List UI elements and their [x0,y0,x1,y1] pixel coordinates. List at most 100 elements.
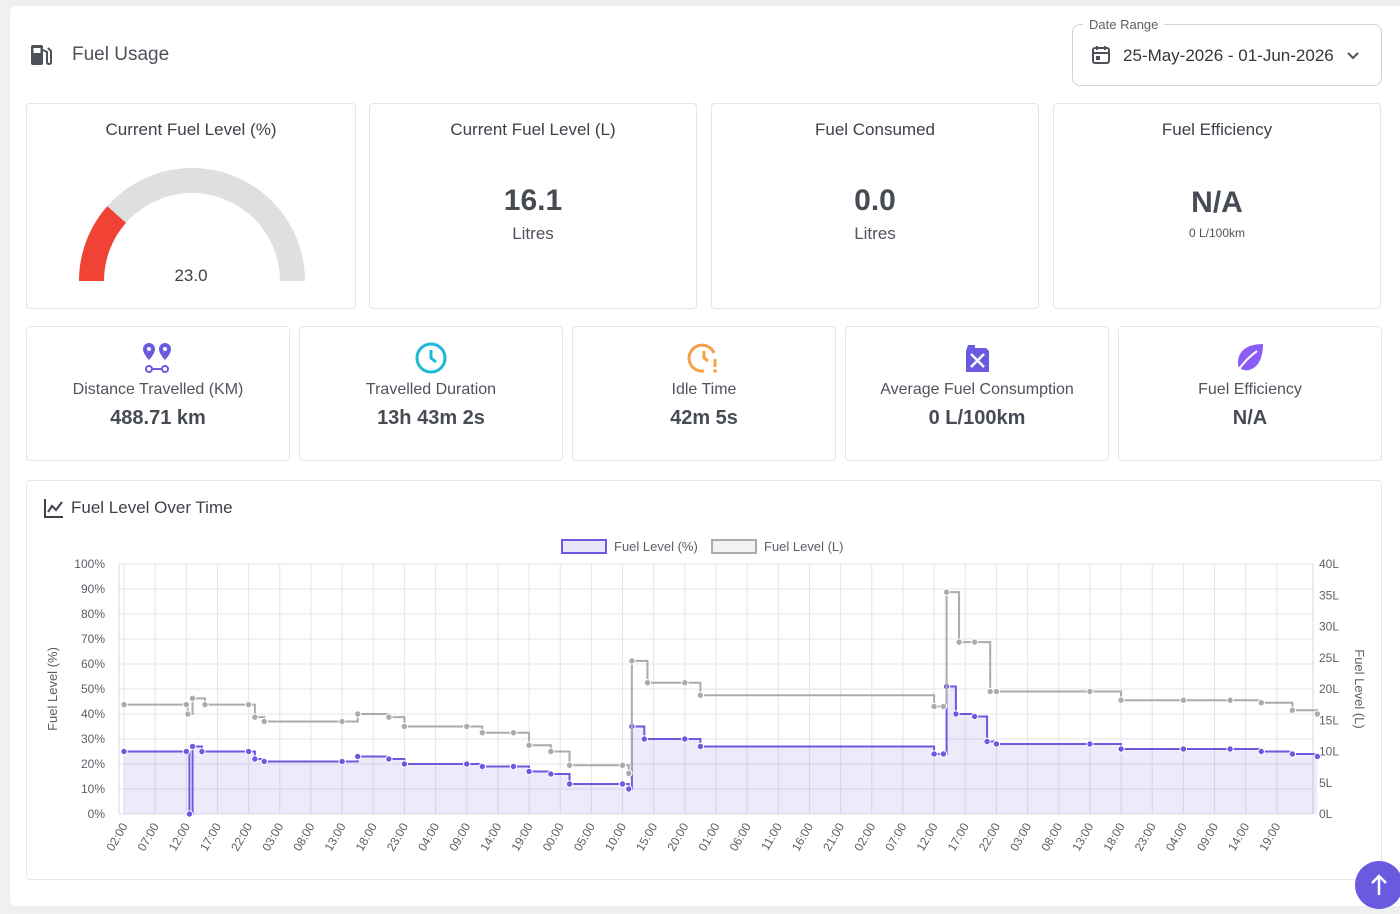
point-fuel-pct [952,710,960,718]
x-tick-label: 01:00 [695,820,722,853]
point-fuel-pct [244,747,253,756]
fuel-efficiency-card: Fuel Efficiency N/A 0 L/100km [1053,103,1381,309]
y-left-tick-label: 60% [81,657,105,671]
point-fuel-pct [970,712,979,721]
x-tick-label: 23:00 [384,820,411,853]
chevron-down-icon[interactable] [1345,47,1361,63]
point-fuel-litres [986,687,994,696]
date-range-value: 25-May-2026 - 01-Jun-2026 [1123,46,1334,65]
stat-travelled-duration: Travelled Duration 13h 43m 2s [299,326,563,461]
x-tick-label: 09:00 [1194,820,1221,853]
date-range-label: Date Range [1083,17,1165,32]
point-fuel-litres [565,761,574,769]
fuel-usage-panel: Fuel Usage Date Range 25-May-2026 - 01-J… [10,6,1400,909]
page-title: Fuel Usage [72,44,170,65]
point-fuel-litres [400,722,409,731]
point-fuel-litres [1288,706,1297,714]
fuel-level-chart-card: Fuel Level Over Time 0% 10% 20% 30% 40% 50% 60… [26,480,1382,880]
card-unit: Litres [512,224,554,243]
point-fuel-pct [509,762,518,771]
x-tick-label: 04:00 [415,820,442,853]
calendar-icon [1092,46,1110,64]
stat-value: 0 L/100km [928,407,1026,429]
y-left-tick-label: 30% [81,732,105,746]
x-tick-label: 07:00 [135,820,162,853]
stat-label: Average Fuel Consumption [880,381,1074,398]
x-tick-label: 11:00 [758,820,785,853]
point-fuel-pct [260,757,268,766]
x-tick-label: 08:00 [1038,820,1065,853]
point-fuel-litres [930,702,938,711]
point-fuel-pct [188,742,197,751]
point-fuel-pct [338,757,346,766]
point-fuel-pct [1257,747,1265,756]
point-fuel-pct [640,735,649,743]
point-fuel-pct [120,747,128,756]
point-fuel-pct [353,752,362,761]
x-tick-label: 02:00 [103,820,130,853]
point-fuel-pct [992,740,1001,748]
stat-idle-time: Idle Time 42m 5s [572,326,836,461]
x-tick-label: 02:00 [851,820,878,853]
y-left-tick-label: 80% [81,607,105,621]
stat-label: Travelled Duration [365,381,497,398]
x-tick-label: 07:00 [882,820,909,853]
stat-value: 13h 43m 2s [377,407,485,429]
x-tick-label: 20:00 [664,820,691,853]
stat-distance-travelled: Distance Travelled (KM) 488.71 km [26,326,290,461]
point-fuel-pct [939,750,948,758]
point-fuel-litres [942,588,951,596]
stat-value: 42m 5s [670,407,738,429]
y-right-tick-label: 25L [1319,651,1339,665]
x-tick-label: 23:00 [1132,820,1159,853]
point-fuel-litres [992,687,1001,696]
point-fuel-pct [547,770,555,778]
point-fuel-pct [525,767,533,776]
x-tick-label: 18:00 [1101,820,1128,853]
x-tick-label: 03:00 [1007,820,1034,853]
point-fuel-litres [955,638,963,646]
point-fuel-pct [983,737,991,746]
stat-value: 488.71 km [110,407,206,429]
stat-label: Distance Travelled (KM) [72,381,244,398]
stat-label: Idle Time [671,381,737,398]
point-fuel-pct [478,762,487,771]
date-range-picker[interactable]: Date Range 25-May-2026 - 01-Jun-2026 [1072,17,1382,86]
point-fuel-litres [188,694,197,703]
scroll-top-button[interactable] [1355,861,1400,909]
point-fuel-litres [1086,687,1094,696]
card-unit: 0 L/100km [1188,226,1246,240]
point-fuel-litres [184,710,192,718]
x-tick-label: 14:00 [477,820,504,853]
y-right-tick-label: 15L [1319,713,1339,727]
y-left-tick-label: 50% [81,682,105,696]
y-right-tick-label: 10L [1319,745,1339,759]
point-fuel-litres [643,679,652,687]
point-fuel-litres [625,769,633,778]
current-fuel-level-litres-card: Current Fuel Level (L) 16.1 Litres [369,103,697,309]
y-right-tick-label: 5L [1319,776,1333,790]
x-tick-label: 06:00 [727,820,754,853]
x-tick-label: 19:00 [1256,820,1283,853]
y-right-tick-label: 40L [1319,557,1339,571]
legend-swatch [711,539,757,554]
stat-fuel-efficiency: Fuel Efficiency N/A [1118,326,1382,461]
point-fuel-litres [547,747,555,756]
point-fuel-litres [509,729,518,737]
fuel-can-icon [966,345,989,372]
point-fuel-pct [1086,740,1094,748]
point-fuel-pct [385,755,393,763]
card-unit: Litres [854,224,896,243]
point-fuel-litres [182,700,191,709]
route-pins-icon [143,343,171,373]
stat-label: Fuel Efficiency [1198,381,1302,398]
x-tick-label: 17:00 [197,820,224,853]
fuel-level-chart: 0% 10% 20% 30% 40% 50% 60% 70% 80% 90% 100% 0L 5L 10L… [45,539,1367,854]
y-left-axis-title: Fuel Level (%) [45,647,60,731]
point-fuel-litres [1179,696,1188,704]
leaf-icon [1236,344,1263,373]
y-right-axis-title: Fuel Level (L) [1352,649,1367,728]
point-fuel-litres [385,713,393,721]
x-tick-label: 22:00 [228,820,255,853]
point-fuel-pct [198,747,206,756]
